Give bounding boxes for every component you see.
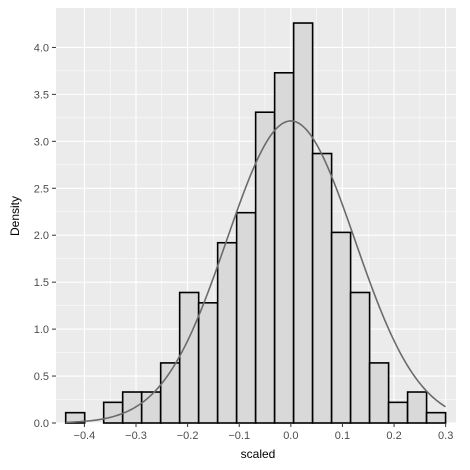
y-tick-label: 3.5 (34, 89, 49, 101)
histogram-bar (349, 291, 371, 424)
histogram-bar (140, 391, 162, 424)
histogram-bar (235, 211, 257, 424)
x-tick-label: 0.1 (335, 430, 350, 442)
histogram-bar (368, 362, 390, 424)
x-tick-label: −0.4 (74, 430, 96, 442)
x-axis-ticks: −0.4 −0.3 −0.2 −0.1 0.0 0.1 0.2 0.3 (74, 423, 453, 442)
y-tick-label: 2.0 (34, 230, 49, 242)
normal-density-curve (65, 120, 446, 424)
y-axis-title: Density (8, 196, 22, 236)
y-tick-label: 1.0 (34, 324, 49, 336)
histogram-bar (406, 391, 428, 424)
histogram-bars (64, 22, 447, 424)
y-axis-ticks: 0.0 0.5 1.0 1.5 2.0 2.5 3.0 3.5 4.0 (34, 42, 56, 430)
x-tick-label: 0.2 (386, 430, 401, 442)
histogram-bar (64, 411, 86, 424)
y-tick-label: 0.0 (34, 418, 49, 430)
histogram-bar (102, 401, 124, 424)
x-tick-label: −0.2 (177, 430, 199, 442)
y-tick-label: 0.5 (34, 371, 49, 383)
x-tick-label: 0.0 (283, 430, 298, 442)
histogram-bar (330, 231, 352, 424)
x-axis-title: scaled (241, 447, 276, 461)
y-tick-label: 2.5 (34, 183, 49, 195)
histogram-bar (197, 302, 219, 424)
histogram-bar (216, 241, 238, 424)
histogram-bar (121, 391, 143, 424)
histogram-bar (387, 401, 409, 424)
histogram-bar (311, 152, 333, 424)
x-tick-label: −0.1 (228, 430, 250, 442)
y-tick-label: 4.0 (34, 42, 49, 54)
histogram-bar (273, 71, 295, 424)
histogram-bar (425, 411, 447, 424)
y-tick-label: 3.0 (34, 136, 49, 148)
histogram-bar (292, 22, 314, 424)
histogram-bar (178, 291, 200, 424)
x-tick-label: 0.3 (438, 430, 453, 442)
y-tick-label: 1.5 (34, 277, 49, 289)
x-tick-label: −0.3 (125, 430, 147, 442)
